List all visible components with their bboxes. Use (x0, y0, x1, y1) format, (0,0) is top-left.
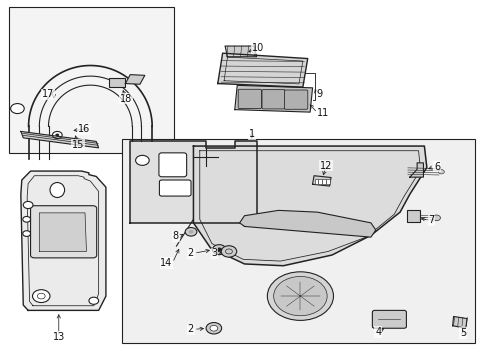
Text: 4: 4 (374, 327, 381, 337)
Polygon shape (39, 213, 86, 251)
FancyBboxPatch shape (407, 210, 419, 222)
FancyBboxPatch shape (318, 179, 322, 184)
Ellipse shape (50, 183, 64, 198)
FancyBboxPatch shape (322, 179, 325, 184)
FancyBboxPatch shape (238, 89, 261, 109)
Circle shape (267, 272, 333, 320)
Circle shape (23, 216, 30, 222)
Text: 12: 12 (319, 161, 332, 171)
Text: 9: 9 (316, 89, 322, 99)
Circle shape (55, 134, 59, 136)
Polygon shape (452, 316, 466, 328)
Polygon shape (193, 146, 426, 266)
Text: 8: 8 (172, 231, 179, 242)
Circle shape (212, 245, 225, 255)
Circle shape (216, 248, 222, 252)
Circle shape (32, 290, 50, 302)
FancyBboxPatch shape (314, 179, 318, 184)
Polygon shape (312, 176, 330, 186)
Text: 15: 15 (72, 140, 84, 150)
Circle shape (185, 228, 197, 236)
Circle shape (52, 131, 62, 139)
Circle shape (23, 231, 30, 237)
FancyBboxPatch shape (122, 139, 474, 342)
FancyBboxPatch shape (372, 310, 406, 328)
FancyBboxPatch shape (109, 78, 124, 87)
Polygon shape (224, 46, 256, 57)
Circle shape (438, 170, 444, 174)
FancyBboxPatch shape (30, 206, 97, 258)
Text: 2: 2 (187, 324, 194, 334)
Text: 1: 1 (248, 129, 254, 139)
Text: 14: 14 (160, 258, 172, 268)
Text: 11: 11 (317, 108, 329, 118)
Circle shape (11, 104, 24, 113)
Circle shape (273, 276, 326, 316)
Circle shape (89, 297, 99, 304)
FancyBboxPatch shape (9, 7, 174, 153)
Text: 6: 6 (433, 162, 439, 172)
FancyBboxPatch shape (325, 179, 329, 184)
Polygon shape (234, 85, 312, 112)
Polygon shape (21, 131, 99, 148)
Polygon shape (239, 210, 375, 237)
Polygon shape (130, 141, 256, 223)
Text: 17: 17 (41, 89, 54, 99)
Text: 5: 5 (459, 328, 466, 338)
FancyBboxPatch shape (262, 90, 285, 109)
FancyBboxPatch shape (159, 153, 186, 177)
Circle shape (205, 323, 221, 334)
Text: 7: 7 (427, 215, 434, 225)
Circle shape (188, 230, 193, 234)
Circle shape (209, 325, 217, 331)
Polygon shape (21, 171, 106, 310)
Polygon shape (217, 53, 307, 87)
Text: 2: 2 (187, 248, 194, 258)
Polygon shape (125, 75, 144, 84)
Polygon shape (409, 163, 423, 177)
Text: 13: 13 (53, 332, 65, 342)
Text: 16: 16 (78, 124, 90, 134)
Text: 18: 18 (120, 94, 132, 104)
Text: 10: 10 (251, 43, 264, 53)
Circle shape (23, 202, 33, 208)
Text: 3: 3 (211, 248, 217, 258)
Circle shape (221, 246, 236, 257)
FancyBboxPatch shape (159, 180, 191, 196)
Circle shape (135, 156, 149, 165)
Circle shape (432, 215, 440, 221)
FancyBboxPatch shape (284, 90, 307, 109)
